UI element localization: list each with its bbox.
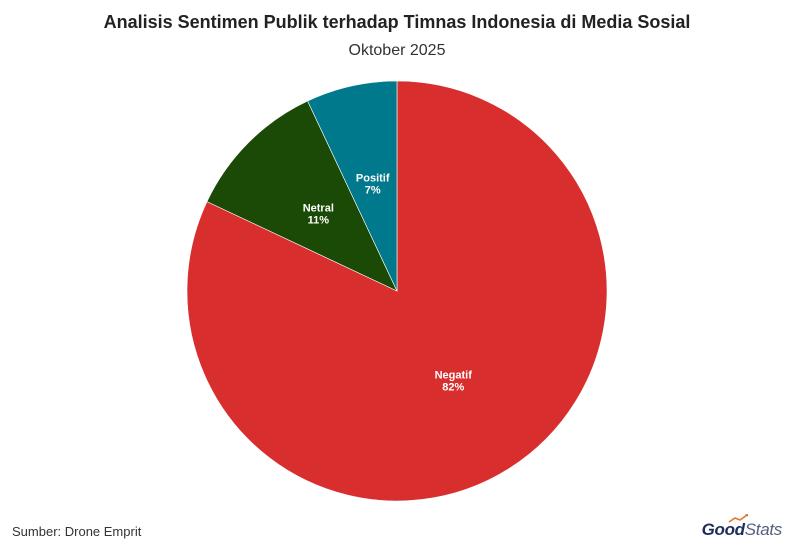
- chart-subtitle: Oktober 2025: [348, 42, 446, 59]
- slice-value-positif: 7%: [365, 184, 381, 196]
- trend-line-icon: [728, 514, 748, 523]
- slice-value-netral: 11%: [308, 214, 330, 226]
- brand-good: Good: [701, 520, 745, 539]
- pie-slice-netral: [206, 100, 398, 292]
- slice-label-negatif: Negatif: [435, 370, 473, 382]
- slice-value-negatif: 82%: [442, 382, 464, 394]
- chart-title: Analisis Sentimen Publik terhadap Timnas…: [103, 12, 691, 32]
- pie-slice-positif: [307, 80, 398, 292]
- source-note: Sumber: Drone Emprit: [12, 524, 142, 539]
- brand-stats: Stats: [744, 520, 783, 539]
- slice-label-netral: Netral: [303, 202, 334, 214]
- slice-label-positif: Positif: [356, 172, 390, 184]
- brand-logo: GoodStats: [701, 514, 783, 540]
